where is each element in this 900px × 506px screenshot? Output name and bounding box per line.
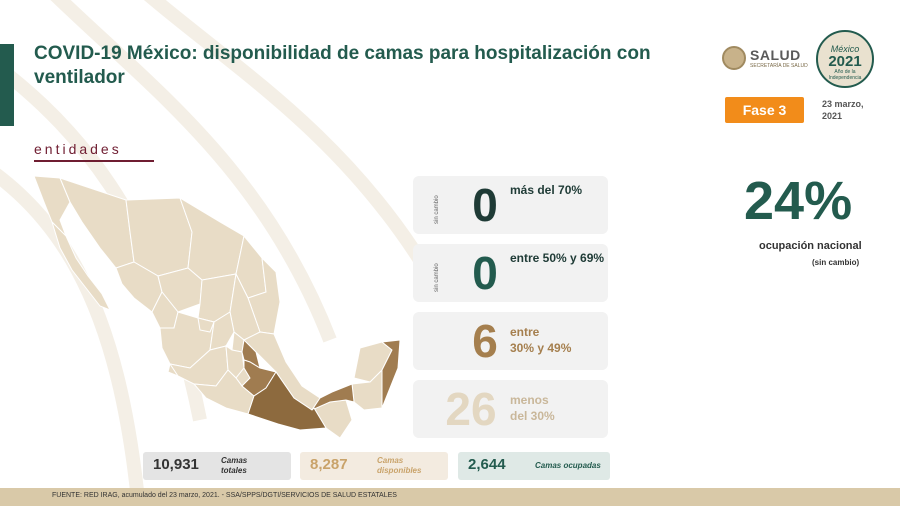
stat-label: Camas disponibles — [377, 456, 422, 475]
card-value: 0 — [472, 179, 498, 231]
card-label: entre 30% y 49% — [510, 324, 571, 356]
occupancy-card-under-30: 26 menos del 30% — [413, 380, 608, 438]
year-logo-line3: Año de la Independencia — [828, 69, 862, 81]
occupancy-card-over-70: sin cambio 0 más del 70% — [413, 176, 608, 234]
stat-value: 10,931 — [153, 456, 199, 473]
stat-value: 2,644 — [468, 456, 506, 473]
card-side-note: sin cambio — [434, 263, 440, 292]
map-state-aguascalientes — [197, 317, 215, 333]
section-underline — [34, 160, 154, 162]
map-state-guanajuato — [209, 311, 235, 351]
card-value: 6 — [472, 315, 498, 367]
national-occupancy-label: ocupación nacional — [759, 240, 862, 252]
report-date-line1: 23 marzo, — [822, 99, 864, 109]
card-value: 26 — [445, 383, 497, 435]
occupancy-card-50-69: sin cambio 0 entre 50% y 69% — [413, 244, 608, 302]
card-label-line1: menos — [510, 393, 549, 407]
card-label-line1: más del 70% — [510, 183, 583, 197]
page-title: COVID-19 México: disponibilidad de camas… — [34, 43, 651, 88]
map-state-oaxaca — [247, 371, 327, 431]
salud-logo-sub: SECRETARÍA DE SALUD — [750, 63, 808, 69]
map-state-baja-california-sur — [51, 221, 112, 311]
accent-bar — [0, 44, 14, 126]
card-label: entre 50% y 69% — [510, 250, 604, 266]
section-label: entidades — [34, 141, 122, 157]
national-occupancy-percent: 24% — [744, 171, 853, 231]
card-label-line1: entre — [510, 325, 540, 339]
report-date: 23 marzo, 2021 — [822, 98, 864, 122]
occupancy-card-30-49: 6 entre 30% y 49% — [413, 312, 608, 370]
card-value: 0 — [472, 247, 498, 299]
stat-label: Camas totales — [221, 456, 248, 475]
stat-occupied-beds: 2,644 Camas ocupadas — [458, 452, 610, 480]
mexico-states-map — [33, 175, 401, 439]
phase-badge: Fase 3 — [725, 97, 804, 123]
card-label-line1: entre 50% y 69% — [510, 251, 605, 265]
salud-logo-name: SALUD — [750, 47, 801, 63]
card-label-line2: del 30% — [510, 409, 555, 423]
national-seal-icon — [722, 46, 746, 70]
national-occupancy-change: (sin cambio) — [812, 258, 860, 267]
card-side-note: sin cambio — [434, 195, 440, 224]
footer-source: FUENTE: RED IRAG, acumulado del 23 marzo… — [52, 492, 397, 499]
report-date-line2: 2021 — [822, 111, 843, 121]
map-state-tabasco — [310, 383, 355, 412]
year-logo-line1: México — [830, 44, 860, 54]
card-label-line2: 30% y 49% — [510, 341, 572, 355]
year-logo-line2: 2021 — [828, 53, 862, 70]
footer-bar: FUENTE: RED IRAG, acumulado del 23 marzo… — [0, 488, 900, 506]
card-label: más del 70% — [510, 182, 582, 198]
stat-total-beds: 10,931 Camas totales — [143, 452, 291, 480]
stat-label: Camas ocupadas — [535, 461, 601, 470]
card-label: menos del 30% — [510, 392, 555, 424]
stat-value: 8,287 — [310, 456, 348, 473]
salud-logo: SALUD SECRETARÍA DE SALUD — [722, 46, 808, 70]
independence-2021-logo: México 2021 Año de la Independencia — [816, 30, 874, 88]
stat-available-beds: 8,287 Camas disponibles — [300, 452, 448, 480]
map-state-quintana-roo — [380, 339, 401, 409]
